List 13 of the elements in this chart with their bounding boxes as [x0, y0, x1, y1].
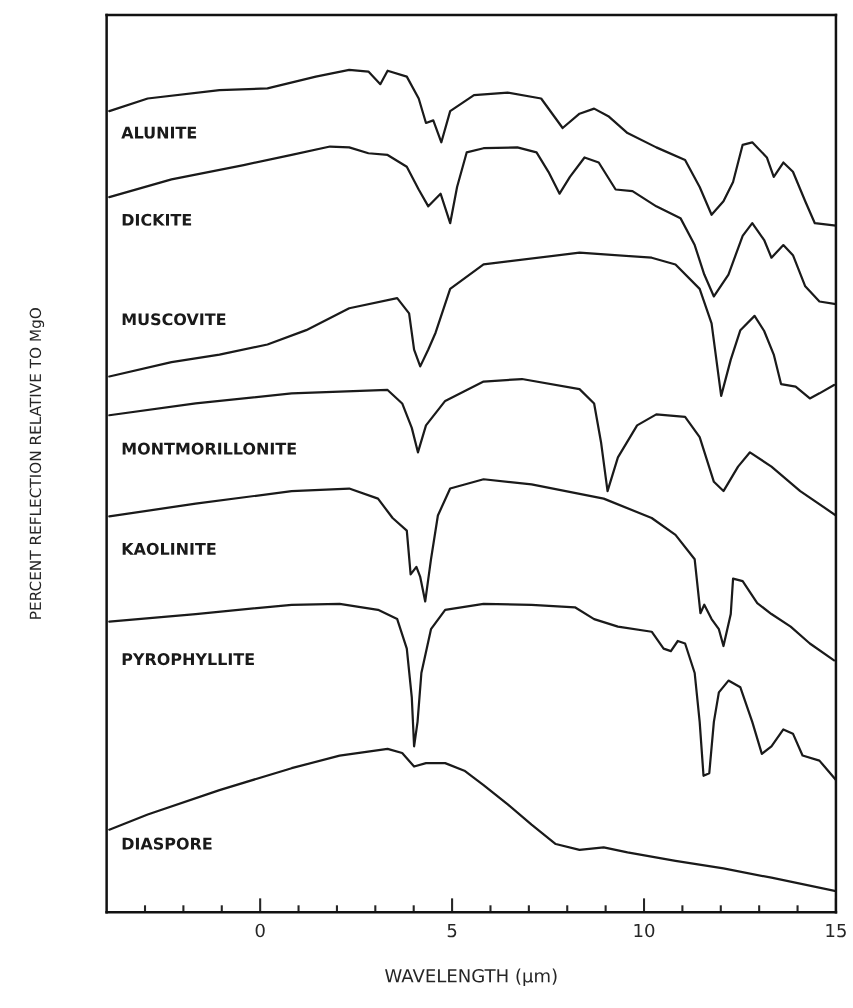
series-label: ALUNITE: [121, 126, 197, 139]
x-tick-label: 0: [255, 923, 265, 938]
series-label: DIASPORE: [122, 837, 212, 850]
series-label: MONTMORILLONITE: [122, 442, 296, 455]
x-tick-label: 10: [634, 923, 655, 938]
series-label: MUSCOVITE: [122, 313, 226, 326]
series-label: DICKITE: [122, 213, 192, 226]
x-axis-title: WAVELENGTH (μm): [385, 968, 557, 987]
series-label: KAOLINITE: [122, 542, 216, 555]
x-tick-label: 5: [447, 923, 457, 938]
y-axis-title: PERCENT REFLECTION RELATIVE TO MgO: [29, 308, 45, 619]
x-tick-label: 15: [826, 923, 846, 938]
text: PYROPHYLLITE: [122, 653, 254, 666]
